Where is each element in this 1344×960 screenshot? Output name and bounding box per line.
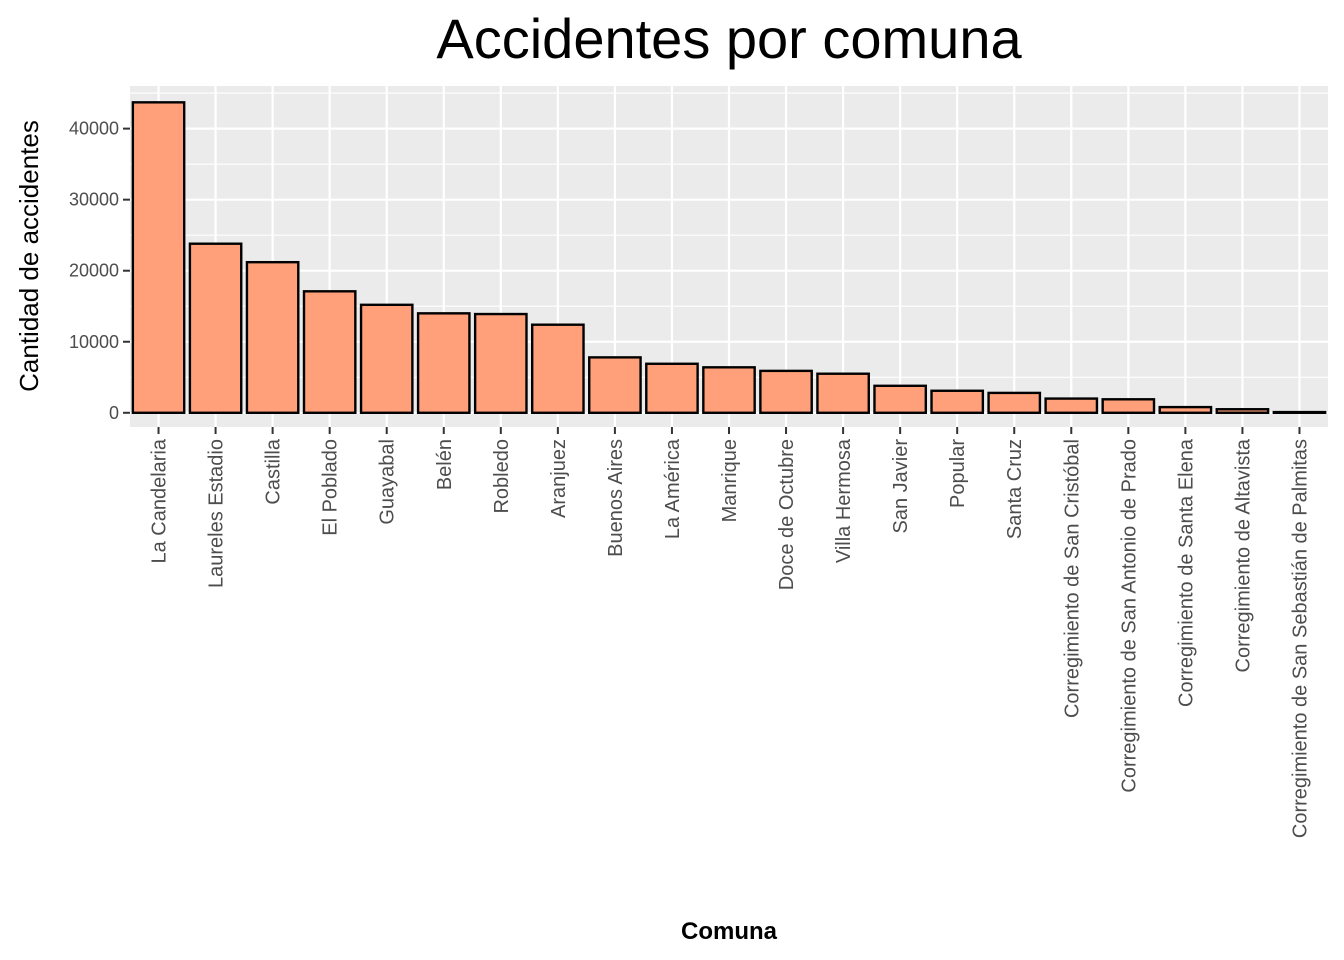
x-tick-label: Corregimiento de San Cristóbal bbox=[1061, 439, 1083, 718]
y-tick-label: 0 bbox=[109, 403, 119, 423]
x-tick-label: Buenos Aires bbox=[605, 439, 627, 557]
y-axis: 0 10000 20000 30000 40000 bbox=[69, 119, 130, 423]
x-tick-label: Doce de Octubre bbox=[776, 439, 798, 590]
x-tick-label: La Candelaria bbox=[149, 438, 171, 563]
bar bbox=[588, 356, 642, 414]
x-tick-label: Belén bbox=[434, 439, 456, 490]
bar bbox=[1158, 405, 1213, 414]
bar bbox=[759, 369, 813, 414]
x-tick-label: El Poblado bbox=[320, 439, 342, 536]
x-tick-label: Santa Cruz bbox=[1004, 439, 1026, 539]
bar bbox=[473, 312, 528, 414]
x-tick-label: Manrique bbox=[719, 439, 741, 522]
x-tick-label: La América bbox=[662, 438, 684, 539]
bar bbox=[987, 391, 1042, 414]
bar bbox=[873, 384, 928, 414]
bar bbox=[245, 260, 300, 414]
bars bbox=[131, 101, 1327, 414]
bar bbox=[530, 323, 585, 414]
x-tick-label: Corregimiento de Santa Elena bbox=[1175, 438, 1197, 707]
x-tick-label: Corregimiento de Altavista bbox=[1232, 438, 1254, 672]
x-axis-title: Comuna bbox=[681, 918, 778, 945]
x-tick-label: Corregimiento de San Sebastián de Palmit… bbox=[1289, 439, 1311, 838]
y-tick-label: 30000 bbox=[69, 190, 119, 210]
x-tick-label: San Javier bbox=[890, 439, 912, 534]
x-tick-label: Aranjuez bbox=[548, 439, 570, 518]
y-tick-label: 10000 bbox=[69, 332, 119, 352]
y-axis-title: Cantidad de accidentes bbox=[14, 120, 44, 392]
x-tick-label: Corregimiento de San Antonio de Prado bbox=[1118, 439, 1140, 793]
bar bbox=[1044, 397, 1099, 414]
bar bbox=[131, 101, 186, 414]
bar bbox=[816, 372, 870, 414]
bar bbox=[645, 362, 699, 414]
x-tick-label: Castilla bbox=[263, 438, 285, 504]
x-tick-label: Laureles Estadio bbox=[206, 439, 228, 588]
x-tick-label: Guayabal bbox=[377, 439, 399, 525]
x-tick-label: Villa Hermosa bbox=[833, 438, 855, 563]
x-axis: La Candelaria Laureles Estadio Castilla El … bbox=[149, 427, 1311, 838]
bar bbox=[702, 366, 756, 414]
bar bbox=[1101, 398, 1156, 414]
bar bbox=[416, 312, 471, 414]
bar bbox=[930, 389, 985, 414]
y-tick-label: 40000 bbox=[69, 119, 119, 139]
y-tick-label: 20000 bbox=[69, 261, 119, 281]
bar bbox=[302, 290, 357, 414]
bar bbox=[359, 303, 414, 414]
bar bbox=[188, 242, 243, 414]
chart-title: Accidentes por comuna bbox=[436, 7, 1022, 70]
x-tick-label: Popular bbox=[947, 439, 969, 508]
x-tick-label: Robledo bbox=[491, 439, 513, 514]
bar bbox=[1272, 410, 1327, 414]
bar bbox=[1215, 408, 1270, 414]
